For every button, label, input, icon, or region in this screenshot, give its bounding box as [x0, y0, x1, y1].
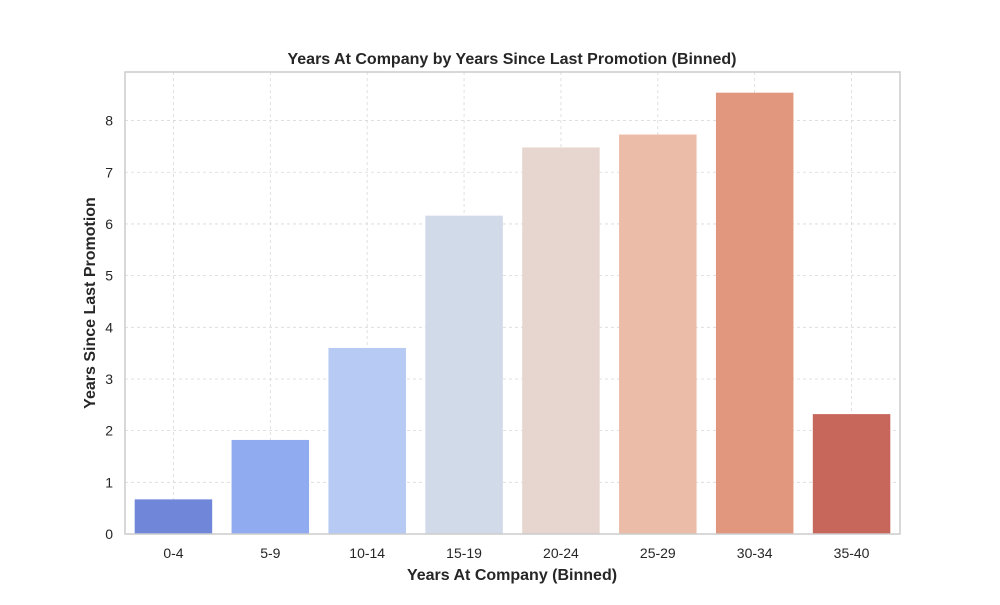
x-tick-label: 20-24: [543, 545, 579, 561]
y-tick-label: 7: [105, 164, 113, 180]
bars: [134, 92, 891, 535]
bar-10-14: [328, 347, 406, 534]
x-tick-label: 15-19: [446, 545, 482, 561]
x-tick-label: 10-14: [349, 545, 385, 561]
y-tick-label: 1: [105, 474, 113, 490]
y-tick-label: 8: [105, 113, 113, 129]
bar-15-19: [425, 215, 503, 534]
x-axis-ticks: 0-4 5-9 10-14 15-19 20-24 25-29 30-34 35-40: [163, 545, 869, 561]
bar-0-4: [134, 499, 213, 534]
x-tick-label: 0-4: [163, 545, 183, 561]
y-tick-label: 4: [105, 319, 113, 335]
x-tick-label: 35-40: [834, 545, 870, 561]
x-axis-label: Years At Company (Binned): [407, 567, 617, 584]
y-tick-label: 6: [105, 216, 113, 232]
x-tick-label: 30-34: [737, 545, 773, 561]
y-tick-label: 3: [105, 371, 113, 387]
bar-5-9: [231, 439, 310, 534]
bar-35-40: [812, 414, 891, 534]
x-tick-label: 25-29: [640, 545, 676, 561]
bar-25-29: [619, 134, 697, 534]
plot-frame: [124, 71, 901, 535]
y-tick-label: 0: [105, 526, 113, 542]
y-axis-label: Years Since Last Promotion: [82, 197, 99, 409]
bar-30-34: [715, 92, 794, 534]
x-tick-label: 5-9: [260, 545, 280, 561]
y-tick-label: 5: [105, 268, 113, 284]
chart-title: Years At Company by Years Since Last Pro…: [287, 51, 736, 68]
y-axis-ticks: 0 1 2 3 4 5 6 7 8: [105, 113, 113, 542]
bar-20-24: [522, 147, 600, 535]
y-tick-label: 2: [105, 423, 113, 439]
